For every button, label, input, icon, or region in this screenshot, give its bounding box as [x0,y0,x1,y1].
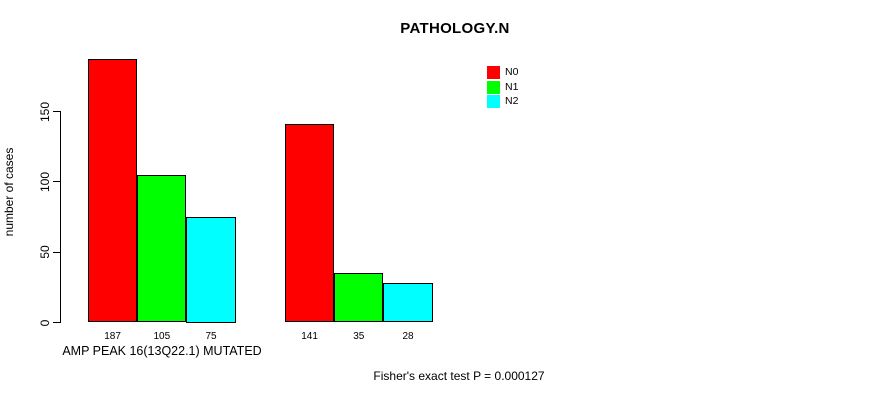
bar-value-label: 141 [301,331,318,342]
bar-n2-group2 [383,283,433,323]
bar-value-label: 28 [402,331,414,342]
legend-item-n0: N0 [487,66,518,79]
bar-n1-group2 [334,273,384,323]
bar-value-label: 105 [153,331,171,342]
bar-value-label: 187 [104,331,121,342]
y-axis-tick-label: 0 [38,319,52,326]
bar-n2-group1 [186,217,236,323]
bar-value-label: 35 [353,331,365,342]
legend-label-n2: N2 [505,95,519,108]
legend-label-n0: N0 [505,66,519,78]
y-axis-line [60,111,61,323]
y-axis-tick [53,111,60,112]
legend-label-n1: N1 [505,80,519,93]
x-axis-label: AMP PEAK 16(13Q22.1) MUTATED [62,344,262,358]
bar-n0-group1 [88,59,138,323]
fisher-test-annotation: Fisher's exact test P = 0.000127 [373,369,545,383]
legend-item-n2: N2 [487,95,519,109]
y-axis-tick-label: 50 [38,245,52,259]
legend-swatch-n2-icon [487,95,500,109]
chart-title: PATHOLOGY.N [400,20,510,37]
bar-n0-group2 [285,124,335,323]
bar-n1-group1 [137,174,187,323]
y-axis-tick-label: 150 [38,101,52,122]
y-axis-tick [53,251,60,253]
y-axis-label: number of cases [2,147,16,237]
legend-item-n1: N1 [487,80,519,94]
y-axis-tick-label: 100 [38,171,52,192]
legend: N0 N1 N2 [487,66,518,110]
legend-swatch-n0-icon [487,66,500,79]
y-axis-tick [53,322,60,323]
y-axis-tick [53,181,60,183]
legend-swatch-n1-icon [487,80,500,94]
bar-value-label: 75 [205,331,217,342]
